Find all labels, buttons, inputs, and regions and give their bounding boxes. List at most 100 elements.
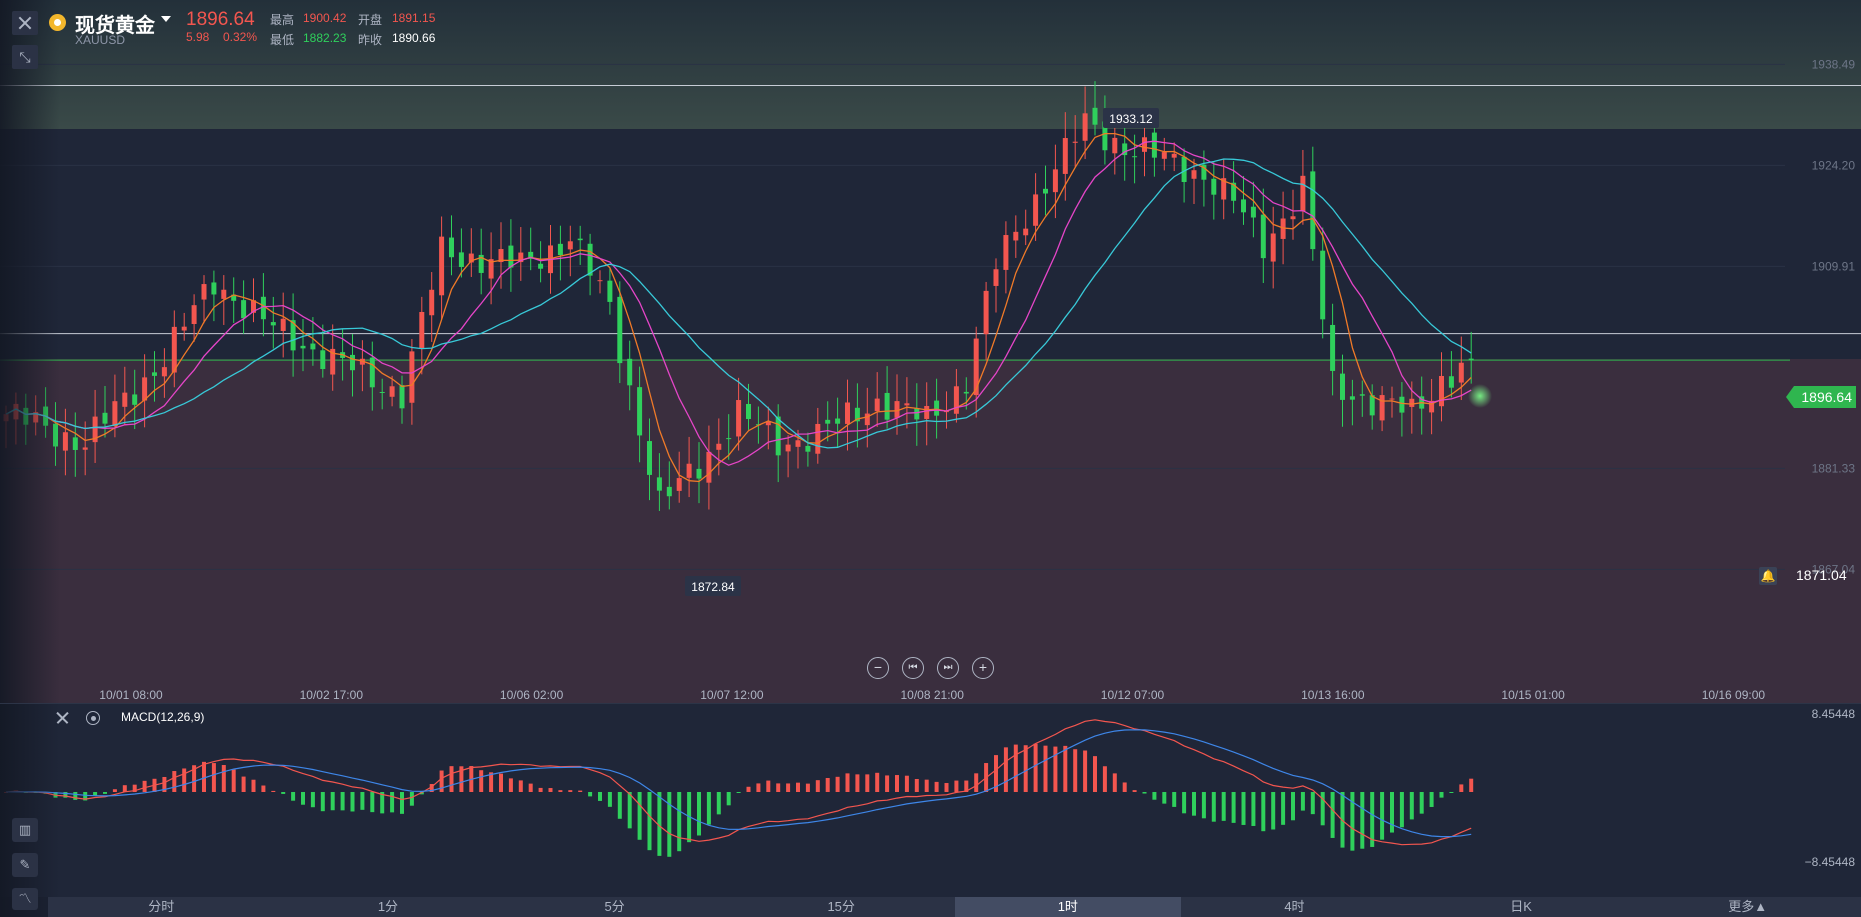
candle-body xyxy=(1280,218,1286,239)
candle-body xyxy=(676,478,682,491)
macd-histogram-bar xyxy=(1093,756,1097,792)
macd-histogram-bar xyxy=(419,792,424,795)
gold-coin-icon xyxy=(49,14,66,31)
macd-histogram-bar xyxy=(994,755,998,792)
macd-histogram-bar xyxy=(934,781,939,792)
alert-price[interactable]: 1871.04 xyxy=(1796,567,1847,583)
candle-body xyxy=(1132,156,1138,158)
x-tick-label: 10/16 09:00 xyxy=(1702,688,1766,702)
candle-body xyxy=(884,392,890,420)
macd-histogram-bar xyxy=(657,792,662,856)
macd-histogram-bar xyxy=(1063,745,1068,792)
candle-body xyxy=(1043,188,1048,194)
macd-histogram-bar xyxy=(172,771,177,792)
macd-histogram-bar xyxy=(390,792,395,813)
tab-6[interactable]: 4时 xyxy=(1284,899,1305,914)
candle-body xyxy=(656,477,662,491)
y-tick-label: 1924.20 xyxy=(1812,158,1856,172)
chart-line-icon[interactable]: 〽 xyxy=(12,888,38,910)
candle-body xyxy=(1290,216,1296,220)
macd-histogram-bar xyxy=(291,792,296,801)
candle-body xyxy=(726,438,732,440)
tab-4[interactable]: 15分 xyxy=(827,899,855,914)
candle-body xyxy=(538,263,544,269)
tab-7[interactable]: 日K xyxy=(1510,899,1532,914)
macd-histogram-bar xyxy=(1073,749,1078,792)
lower-band xyxy=(0,359,1861,703)
pencil-icon[interactable]: ✎ xyxy=(12,853,38,877)
macd-histogram-bar xyxy=(182,768,187,792)
macd-dea-line xyxy=(5,729,1472,838)
candle-body xyxy=(1320,250,1326,320)
candle-body xyxy=(1300,175,1306,212)
moving-average-line xyxy=(5,132,1472,483)
macd-histogram-bar xyxy=(162,776,167,792)
candle-body xyxy=(1052,169,1058,193)
macd-histogram-bar xyxy=(1043,745,1048,792)
candle-body xyxy=(696,468,702,479)
zoom-out-icon[interactable]: − xyxy=(867,657,889,679)
tab-1[interactable]: 分时 xyxy=(148,899,175,914)
candle-body xyxy=(359,358,365,365)
macd-histogram-bar xyxy=(310,792,315,808)
macd-histogram-bar xyxy=(726,792,731,806)
zoom-in-icon[interactable]: + xyxy=(972,657,994,679)
bell-icon[interactable]: 🔔 xyxy=(1759,567,1777,585)
macd-histogram-bar xyxy=(320,792,325,812)
macd-histogram-bar xyxy=(281,792,286,794)
macd-histogram-bar xyxy=(944,783,949,792)
candle-body xyxy=(449,237,454,258)
pane-divider xyxy=(0,703,1861,704)
prev-icon[interactable]: ⏮ xyxy=(902,657,924,679)
macd-histogram-bar xyxy=(1231,792,1236,823)
candle-body xyxy=(1399,396,1405,413)
candle-body xyxy=(260,296,266,320)
candle-body xyxy=(1171,153,1177,158)
candle-body xyxy=(241,300,247,319)
tab-3[interactable]: 5分 xyxy=(604,899,625,914)
candle-body xyxy=(1429,400,1435,413)
macd-histogram-bar xyxy=(1053,746,1058,792)
candle-body xyxy=(1201,164,1207,180)
candle-body xyxy=(379,391,385,393)
macd-histogram-bar xyxy=(192,765,197,792)
macd-histogram-bar xyxy=(845,773,850,792)
close-icon[interactable] xyxy=(55,711,69,725)
tab-5[interactable]: 1时 xyxy=(954,897,1182,917)
instrument-symbol: XAUUSD xyxy=(75,33,126,47)
macd-histogram-bar xyxy=(518,780,523,792)
macd-histogram-bar xyxy=(855,774,860,792)
macd-histogram-bar xyxy=(1350,792,1355,851)
gear-icon[interactable] xyxy=(86,711,100,725)
instrument-name[interactable]: 现货黄金 xyxy=(75,15,155,37)
candle-body xyxy=(914,408,920,420)
macd-histogram-bar xyxy=(360,792,365,810)
macd-histogram-bar xyxy=(1162,792,1167,804)
next-icon[interactable]: ⏭ xyxy=(937,657,959,679)
macd-histogram-bar xyxy=(508,778,513,792)
shrink-icon[interactable]: ⤡ xyxy=(12,45,38,69)
caret-down-icon[interactable] xyxy=(161,16,171,22)
high-label: 最高 xyxy=(270,13,295,27)
macd-histogram-bar xyxy=(241,776,246,792)
macd-histogram-bar xyxy=(83,792,88,801)
macd-histogram-bar xyxy=(1221,792,1226,821)
macd-histogram-bar xyxy=(746,786,751,792)
macd-histogram-bar xyxy=(1399,792,1404,828)
candle-body xyxy=(775,416,781,456)
current-price-glow xyxy=(1468,384,1492,408)
tab-2[interactable]: 1分 xyxy=(377,899,399,914)
candle-body xyxy=(201,284,207,300)
macd-histogram-bar xyxy=(1469,778,1474,792)
macd-histogram-bar xyxy=(1370,792,1375,847)
macd-histogram-bar xyxy=(865,774,870,792)
tab-8[interactable]: 更多▲ xyxy=(1728,899,1768,914)
candle-body xyxy=(1112,137,1118,154)
candle-body xyxy=(1151,132,1157,158)
candle-body xyxy=(1340,373,1345,400)
close-icon[interactable] xyxy=(12,11,38,35)
candle-body xyxy=(1033,194,1039,226)
indicator-icon[interactable]: ▥ xyxy=(12,818,38,842)
